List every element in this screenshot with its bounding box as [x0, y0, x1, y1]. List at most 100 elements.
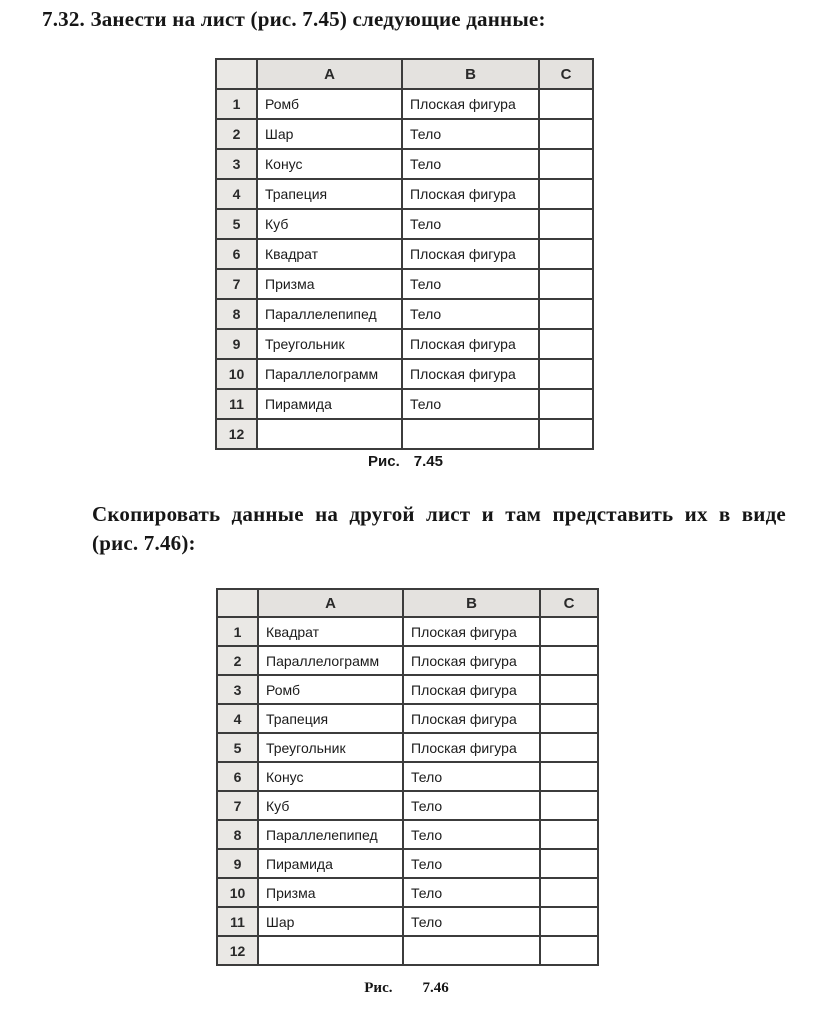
column-header-a: A [257, 588, 404, 618]
cell-column-c [538, 238, 594, 270]
cell-column-a [257, 935, 404, 966]
cell-column-a: Пирамида [257, 848, 404, 879]
cell-column-c [538, 328, 594, 360]
sheet-row: 9 Пирамида Тело [216, 848, 599, 879]
cell-column-c [538, 148, 594, 180]
sheet-row: 9 Треугольник Плоская фигура [215, 328, 594, 360]
cell-column-c [539, 848, 599, 879]
cell-column-a: Ромб [256, 88, 403, 120]
row-number-cell: 7 [216, 790, 259, 821]
cell-column-c [538, 118, 594, 150]
figure-caption-7-45: Рис. 7.45 [215, 453, 596, 470]
task-title: 7.32. Занести на лист (рис. 7.45) следую… [42, 7, 546, 31]
cell-column-b: Тело [401, 388, 540, 420]
word: Скопировать [92, 502, 221, 526]
sheet-row: 5 Треугольник Плоская фигура [216, 732, 599, 763]
cell-column-c [538, 88, 594, 120]
row-number-cell: 2 [215, 118, 258, 150]
cell-column-c [539, 645, 599, 676]
cell-column-a: Параллелограмм [257, 645, 404, 676]
row-number-cell: 9 [216, 848, 259, 879]
cell-column-a: Призма [257, 877, 404, 908]
column-header-row: A B C [216, 588, 599, 618]
spreadsheet-figure-7-46: A B C 1 Квадрат Плоская фигура 2 Параллелогр… [216, 588, 599, 966]
row-number-cell: 2 [216, 645, 259, 676]
column-header-a: A [256, 58, 403, 90]
cell-column-a [256, 418, 403, 450]
cell-column-c [538, 418, 594, 450]
word: их [684, 502, 708, 526]
cell-column-b: Плоская фигура [401, 178, 540, 210]
cell-column-a: Куб [257, 790, 404, 821]
cell-column-a: Конус [256, 148, 403, 180]
cell-column-a: Параллелепипед [256, 298, 403, 330]
cell-column-a: Треугольник [257, 732, 404, 763]
sheet-row: 4 Трапеция Плоская фигура [215, 178, 594, 210]
instruction-line-2: (рис. 7.46): [92, 531, 196, 555]
cell-column-c [538, 178, 594, 210]
cell-column-c [539, 616, 599, 647]
cell-column-c [539, 935, 599, 966]
cell-column-b: Тело [402, 761, 541, 792]
cell-column-b: Плоская фигура [402, 616, 541, 647]
corner-cell [216, 588, 259, 618]
cell-column-c [539, 703, 599, 734]
cell-column-b: Тело [401, 118, 540, 150]
caption-number: 7.45 [413, 453, 443, 470]
row-number-cell: 6 [215, 238, 258, 270]
sheet-row: 11 Пирамида Тело [215, 388, 594, 420]
cell-column-a: Квадрат [256, 238, 403, 270]
cell-column-b: Тело [402, 906, 541, 937]
word: данные [231, 502, 304, 526]
spreadsheet-figure-7-45: A B C 1 Ромб Плоская фигура 2 Шар Тело 3 Конус Т… [215, 58, 594, 450]
sheet-row: 5 Куб Тело [215, 208, 594, 240]
sheet-row: 2 Шар Тело [215, 118, 594, 150]
sheet-row: 10 Призма Тело [216, 877, 599, 908]
cell-column-b: Плоская фигура [402, 645, 541, 676]
caption-number: 7.46 [422, 980, 449, 996]
sheet-row: 7 Призма Тело [215, 268, 594, 300]
sheet-row: 4 Трапеция Плоская фигура [216, 703, 599, 734]
row-number-cell: 4 [215, 178, 258, 210]
cell-column-a: Конус [257, 761, 404, 792]
cell-column-b: Тело [401, 298, 540, 330]
cell-column-c [539, 819, 599, 850]
word: виде [741, 502, 786, 526]
cell-column-b: Тело [401, 148, 540, 180]
cell-column-a: Параллелепипед [257, 819, 404, 850]
cell-column-c [538, 298, 594, 330]
cell-column-a: Шар [256, 118, 403, 150]
cell-column-a: Куб [256, 208, 403, 240]
row-number-cell: 10 [215, 358, 258, 390]
word: и [481, 502, 494, 526]
cell-column-b: Плоская фигура [402, 703, 541, 734]
row-number-cell: 12 [215, 418, 258, 450]
sheet-row: 6 Конус Тело [216, 761, 599, 792]
sheet-row: 8 Параллелепипед Тело [215, 298, 594, 330]
cell-column-b: Плоская фигура [401, 238, 540, 270]
instruction-paragraph: Скопировать данные на другой лист и там предста… [92, 500, 786, 557]
sheet-row: 3 Ромб Плоская фигура [216, 674, 599, 705]
sheet-row: 3 Конус Тело [215, 148, 594, 180]
cell-column-b: Плоская фигура [402, 674, 541, 705]
column-header-row: A B C [215, 58, 594, 90]
cell-column-b: Тело [402, 877, 541, 908]
cell-column-a: Призма [256, 268, 403, 300]
cell-column-a: Треугольник [256, 328, 403, 360]
cell-column-b: Плоская фигура [402, 732, 541, 763]
word: на [315, 502, 339, 526]
cell-column-a: Пирамида [256, 388, 403, 420]
cell-column-b [401, 418, 540, 450]
cell-column-a: Трапеция [257, 703, 404, 734]
cell-column-c [539, 790, 599, 821]
cell-column-c [539, 732, 599, 763]
word: там [505, 502, 542, 526]
row-number-cell: 5 [216, 732, 259, 763]
sheet-row: 10 Параллелограмм Плоская фигура [215, 358, 594, 390]
row-number-cell: 6 [216, 761, 259, 792]
sheet-row: 12 [215, 418, 594, 450]
cell-column-b: Плоская фигура [401, 358, 540, 390]
cell-column-a: Квадрат [257, 616, 404, 647]
row-number-cell: 7 [215, 268, 258, 300]
word: другой [349, 502, 415, 526]
